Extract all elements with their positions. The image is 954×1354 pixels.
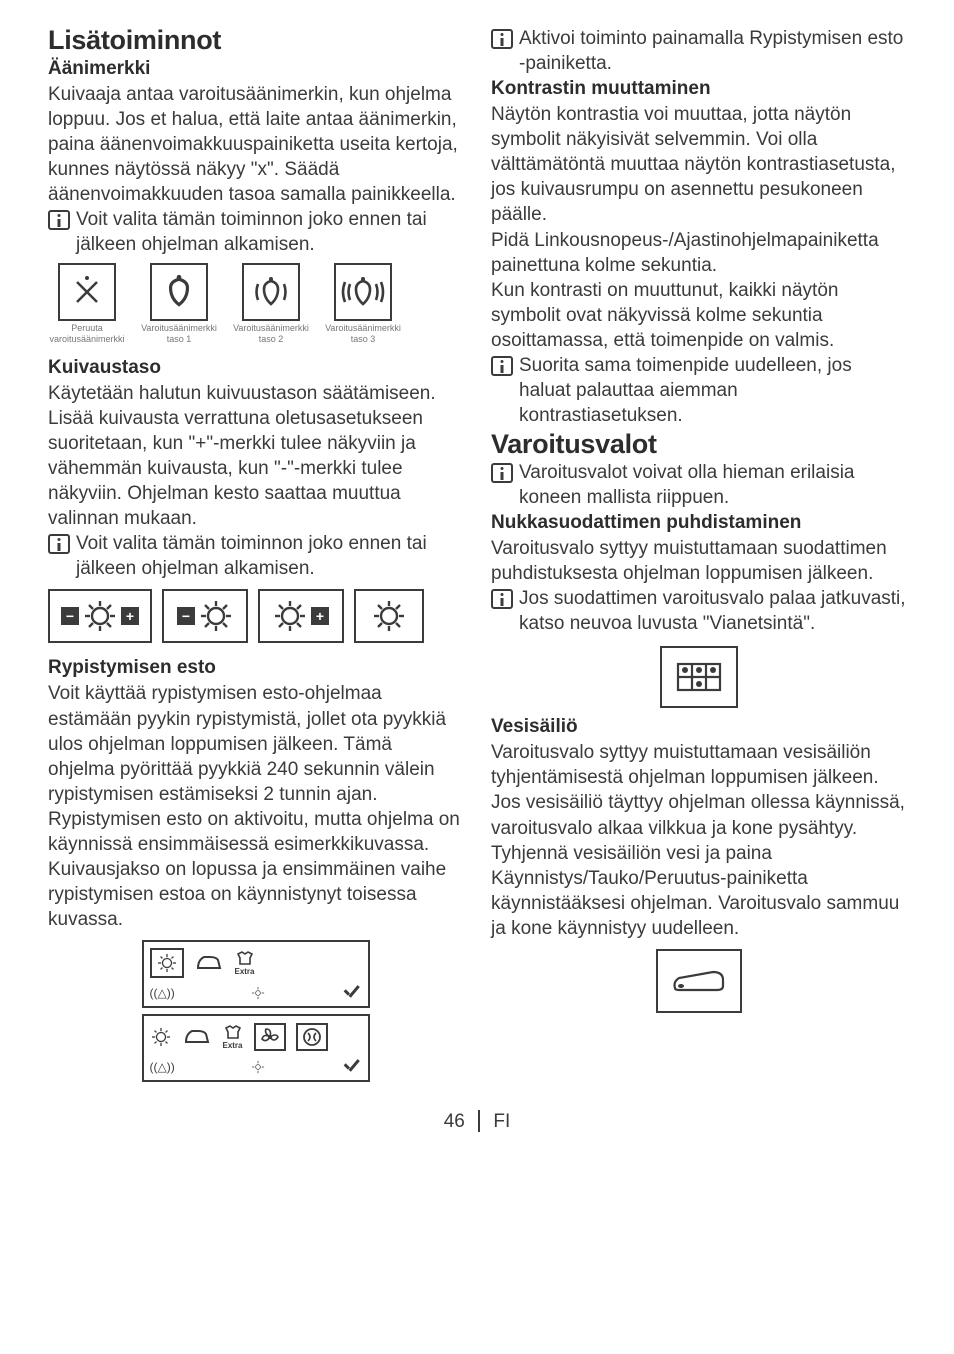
page-footer: 46 FI (48, 1110, 906, 1133)
info-contrast-text: Suorita sama toimenpide uudelleen, jos h… (519, 353, 906, 428)
anticrease-panel-2: Extra ((△)) (142, 1014, 370, 1082)
buzzer-level3-icon (334, 263, 392, 321)
heading-vesisailio: Vesisäiliö (491, 716, 906, 738)
buzzer-level2-icon (242, 263, 300, 321)
heading-nukkasuodattimen: Nukkasuodattimen puhdistaminen (491, 512, 906, 534)
info-aanimerkki-text: Voit valita tämän toiminnon joko ennen t… (76, 207, 463, 257)
info-icon (491, 29, 513, 51)
drum-boxed-icon (296, 1023, 328, 1051)
anticrease-panel-1: Extra ((△)) (142, 940, 370, 1008)
text-kuivaustaso-body: Käytetään halutun kuivuustason säätämise… (48, 381, 463, 531)
small-sun-icon (250, 985, 266, 1001)
info-contrast: Suorita sama toimenpide uudelleen, jos h… (491, 353, 906, 428)
info-varoitusvalot: Varoitusvalot voivat olla hieman erilais… (491, 460, 906, 510)
dryness-minus-icon: − (162, 589, 248, 643)
bell-paren-icon: ((△)) (150, 1060, 175, 1074)
iron-icon (182, 1028, 212, 1046)
info-kuivaustaso-text: Voit valita tämän toiminnon joko ennen t… (76, 531, 463, 581)
iron-icon (194, 954, 224, 972)
buzzer-item-1: Varoitusäänimerkki taso 1 (140, 263, 218, 345)
buzzer-cancel-caption: Peruuta varoitusäänimerkki (48, 323, 126, 345)
info-icon (48, 534, 70, 556)
heading-kontrastin-muuttaminen: Kontrastin muuttaminen (491, 78, 906, 100)
minus-icon: − (177, 607, 195, 625)
right-column: Aktivoi toiminto painamalla Rypistymisen… (491, 26, 906, 1088)
dryness-default-icon (354, 589, 424, 643)
info-kuivaustaso: Voit valita tämän toiminnon joko ennen t… (48, 531, 463, 581)
dryness-plus-icon: + (258, 589, 344, 643)
buzzer-cancel-icon (58, 263, 116, 321)
plus-icon: + (121, 607, 139, 625)
text-tank-p1: Varoitusvalo syttyy muistuttamaan vesisä… (491, 740, 906, 790)
dryness-minus-plus-icon: − + (48, 589, 152, 643)
info-varoitusvalot-text: Varoitusvalot voivat olla hieman erilais… (519, 460, 906, 510)
heading-kuivaustaso: Kuivaustaso (48, 357, 463, 379)
check-icon (342, 1059, 362, 1075)
panel2-sun-icon (150, 1026, 172, 1048)
info-activate-anticrease: Aktivoi toiminto painamalla Rypistymisen… (491, 26, 906, 76)
text-anticrease-p1: Voit käyttää rypistymisen esto-ohjelmaa … (48, 681, 463, 806)
shirt-extra-icon: Extra (222, 1024, 244, 1050)
text-tank-p2: Jos vesisäiliö täyttyy ohjelman ollessa … (491, 790, 906, 940)
text-contrast-p1: Näytön kontrastia voi muuttaa, jotta näy… (491, 102, 906, 227)
buzzer-2-caption: Varoitusäänimerkki taso 2 (232, 323, 310, 345)
buzzer-level1-icon (150, 263, 208, 321)
info-icon (491, 463, 513, 485)
info-aanimerkki: Voit valita tämän toiminnon joko ennen t… (48, 207, 463, 257)
page-number: 46 (444, 1111, 465, 1132)
info-icon (48, 210, 70, 232)
footer-divider (478, 1110, 480, 1132)
two-column-layout: Lisätoiminnot Äänimerkki Kuivaaja antaa … (48, 26, 906, 1088)
buzzer-3-caption: Varoitusäänimerkki taso 3 (324, 323, 402, 345)
water-tank-icon (656, 949, 742, 1013)
left-column: Lisätoiminnot Äänimerkki Kuivaaja antaa … (48, 26, 463, 1088)
text-contrast-p2: Pidä Linkousnopeus-/Ajastinohjelmapainik… (491, 228, 906, 278)
page-lang: FI (493, 1111, 510, 1132)
plus-icon: + (311, 607, 329, 625)
minus-icon: − (61, 607, 79, 625)
filter-warning-icon (660, 646, 738, 708)
info-filter-text: Jos suodattimen varoitusvalo palaa jatku… (519, 586, 906, 636)
text-aanimerkki-body: Kuivaaja antaa varoitusäänimerkin, kun o… (48, 82, 463, 207)
buzzer-item-2: Varoitusäänimerkki taso 2 (232, 263, 310, 345)
buzzer-1-caption: Varoitusäänimerkki taso 1 (140, 323, 218, 345)
text-filter-p1: Varoitusvalo syttyy muistuttamaan suodat… (491, 536, 906, 586)
fan-boxed-icon (254, 1023, 286, 1051)
info-icon (491, 589, 513, 611)
info-activate-text: Aktivoi toiminto painamalla Rypistymisen… (519, 26, 906, 76)
buzzer-item-cancel: Peruuta varoitusäänimerkki (48, 263, 126, 345)
shirt-extra-icon: Extra (234, 950, 256, 976)
info-icon (491, 356, 513, 378)
panel1-sun-icon (150, 948, 184, 978)
text-anticrease-p2: Rypistymisen esto on aktivoitu, mutta oh… (48, 807, 463, 932)
text-contrast-p3: Kun kontrasti on muuttunut, kaikki näytö… (491, 278, 906, 353)
buzzer-item-3: Varoitusäänimerkki taso 3 (324, 263, 402, 345)
buzzer-icon-row: Peruuta varoitusäänimerkki Varoitusäänim… (48, 263, 463, 345)
heading-aanimerkki: Äänimerkki (48, 58, 463, 80)
anticrease-panels: Extra ((△)) Extra (142, 940, 370, 1082)
heading-lisatoiminnot: Lisätoiminnot (48, 26, 463, 56)
heading-rypistymisen-esto: Rypistymisen esto (48, 657, 463, 679)
check-icon (342, 985, 362, 1001)
info-filter: Jos suodattimen varoitusvalo palaa jatku… (491, 586, 906, 636)
heading-varoitusvalot: Varoitusvalot (491, 430, 906, 460)
small-sun-icon (250, 1059, 266, 1075)
dryness-icon-row: − + − + (48, 589, 463, 643)
bell-paren-icon: ((△)) (150, 986, 175, 1000)
